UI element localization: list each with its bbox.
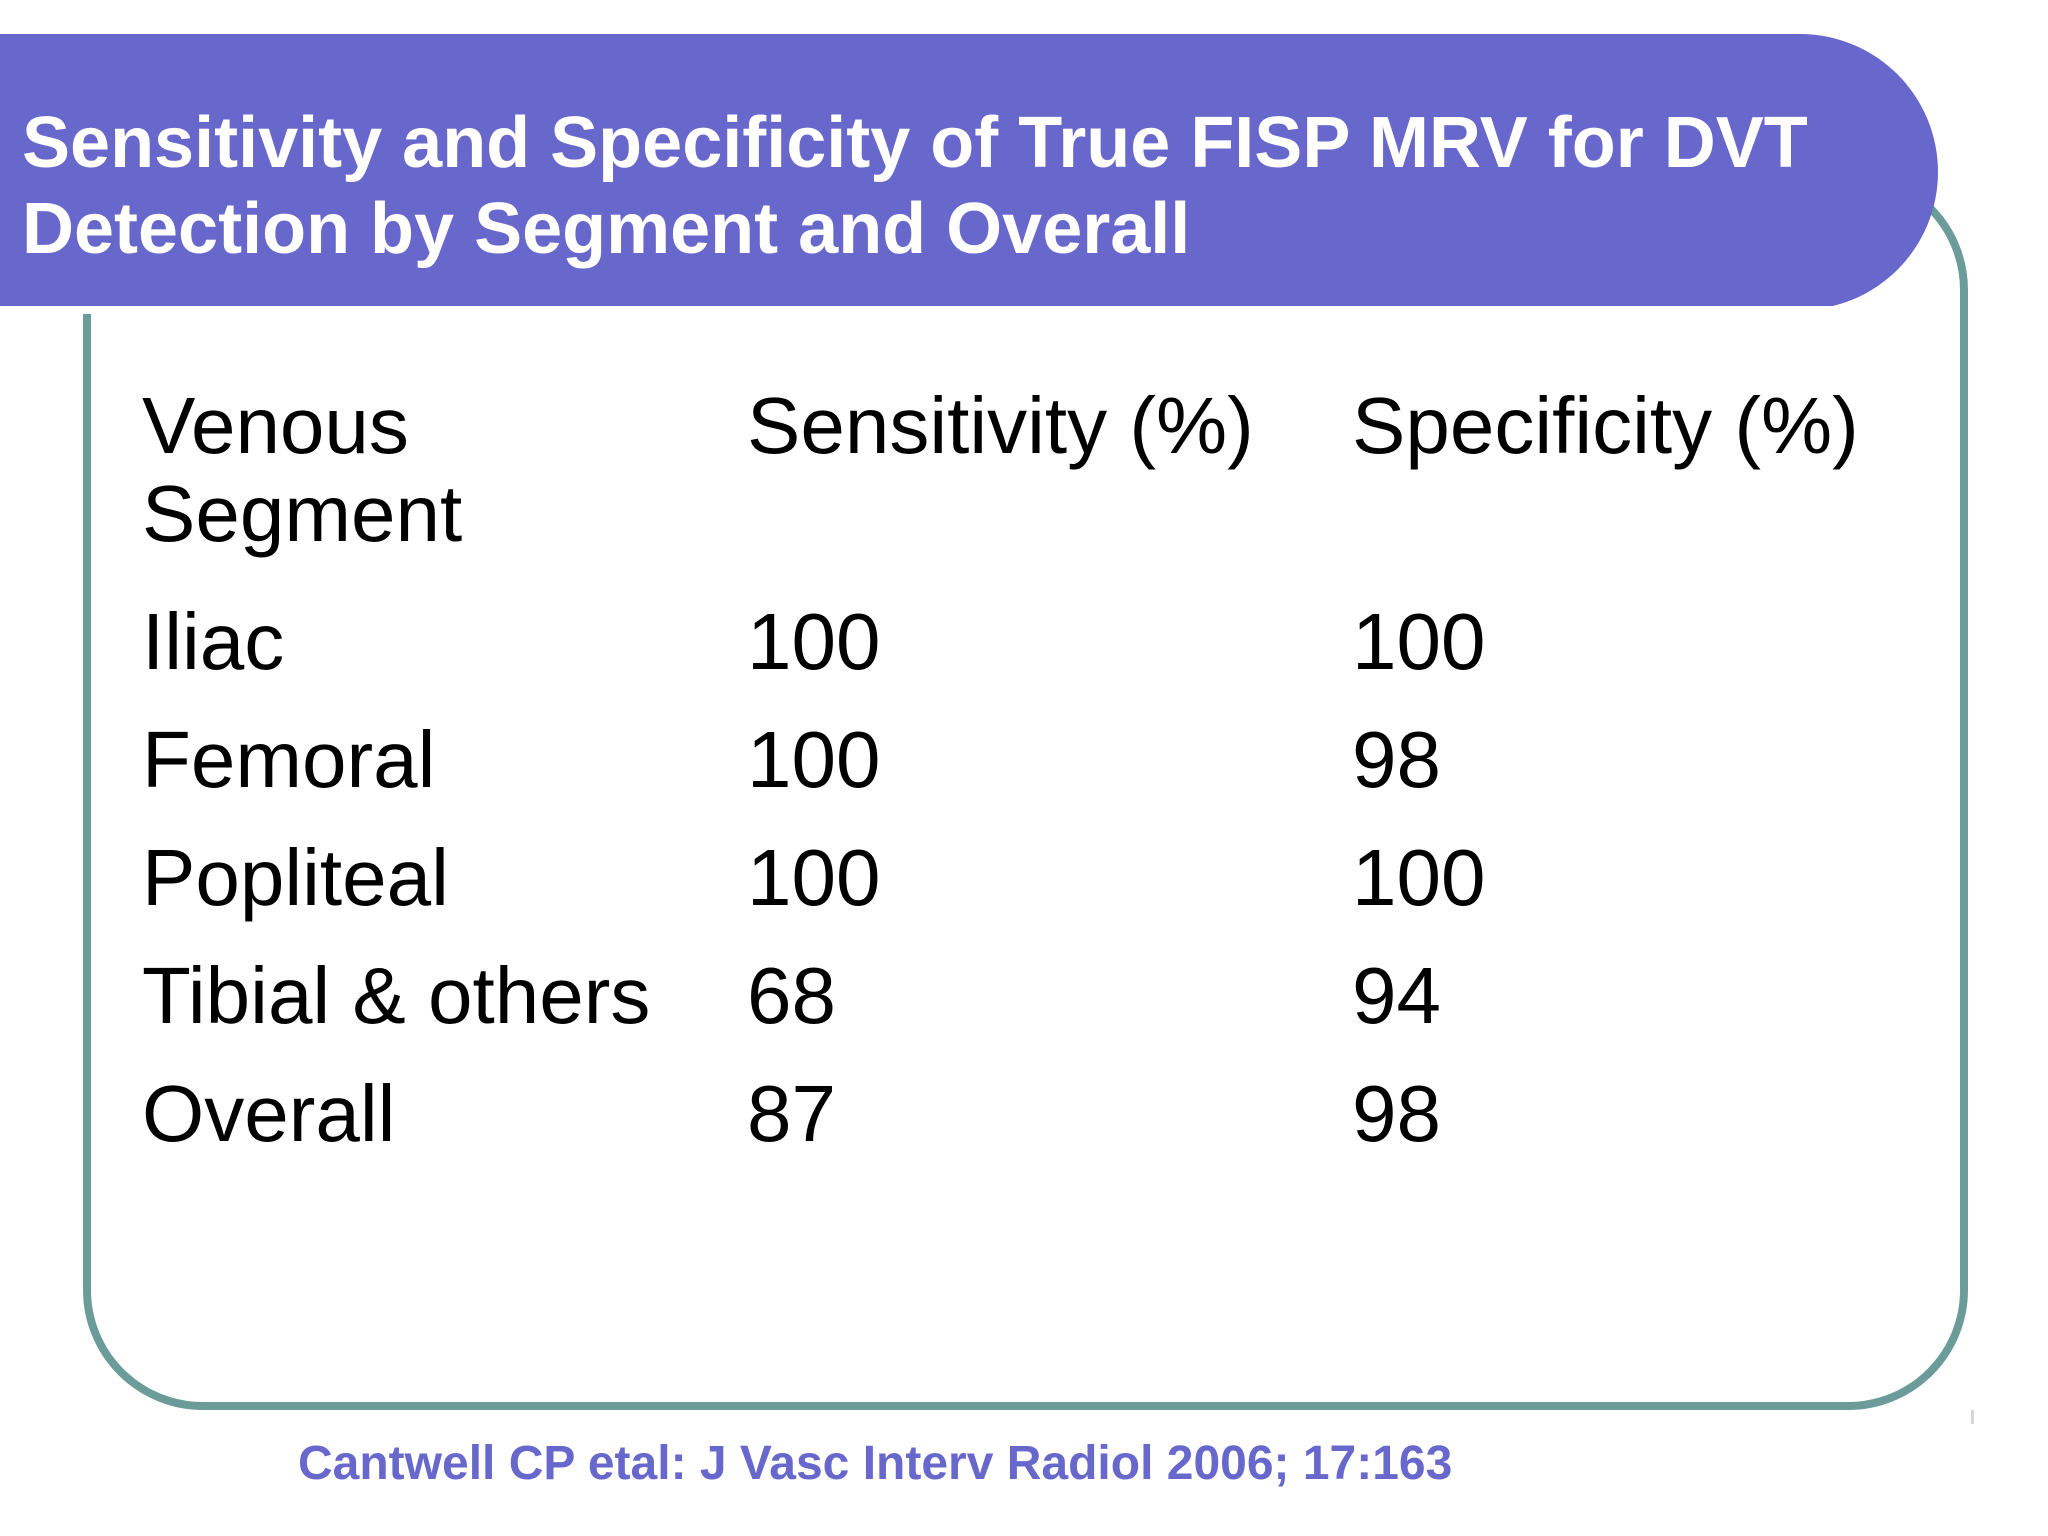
- specificity-cell: 98: [1352, 1069, 1441, 1158]
- content-frame: [83, 170, 1968, 1410]
- segment-cell: Popliteal: [142, 833, 449, 922]
- specificity-cell: 100: [1352, 597, 1486, 686]
- sensitivity-cell: 100: [747, 715, 881, 804]
- segment-cell: Overall: [142, 1069, 396, 1158]
- corner-tick-mark: [1971, 1410, 1974, 1424]
- slide-title: Sensitivity and Specificity of True FISP…: [22, 103, 1808, 269]
- specificity-cell: 98: [1352, 715, 1441, 804]
- segment-cell: Tibial & others: [142, 951, 651, 1040]
- segment-cell: Iliac: [142, 597, 285, 686]
- citation: Cantwell CP etal: J Vasc Interv Radiol 2…: [298, 1437, 1453, 1490]
- title-underline: [0, 306, 1836, 314]
- title-band: Sensitivity and Specificity of True FISP…: [0, 34, 1938, 314]
- specificity-cell: 100: [1352, 833, 1486, 922]
- header-venous-segment: Venous Segment: [142, 381, 463, 558]
- specificity-cell: 94: [1352, 951, 1441, 1040]
- header-sensitivity: Sensitivity (%): [747, 381, 1254, 470]
- sensitivity-cell: 100: [747, 833, 881, 922]
- header-specificity: Specificity (%): [1352, 381, 1859, 470]
- sensitivity-cell: 87: [747, 1069, 836, 1158]
- sensitivity-cell: 68: [747, 951, 836, 1040]
- sensitivity-cell: 100: [747, 597, 881, 686]
- segment-cell: Femoral: [142, 715, 436, 804]
